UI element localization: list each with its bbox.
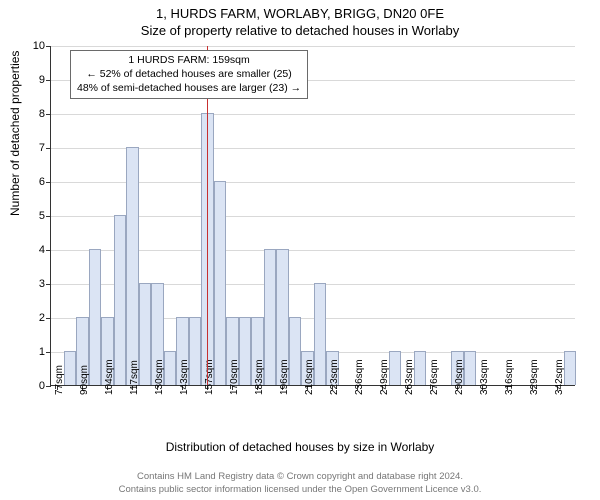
x-axis-label: Distribution of detached houses by size … xyxy=(0,440,600,454)
histogram-bar xyxy=(264,249,277,385)
y-tick-mark xyxy=(46,114,51,115)
x-tick-label: 223sqm xyxy=(329,359,340,395)
histogram-bar xyxy=(139,283,152,385)
annotation-line-2: ← 52% of detached houses are smaller (25… xyxy=(77,67,301,81)
histogram-bar xyxy=(289,317,302,385)
histogram-bar xyxy=(164,351,177,385)
y-tick-mark xyxy=(46,318,51,319)
chart-container: 1, HURDS FARM, WORLABY, BRIGG, DN20 0FE … xyxy=(0,0,600,500)
footer-line-2: Contains public sector information licen… xyxy=(0,484,600,496)
y-tick-mark xyxy=(46,46,51,47)
annotation-box: 1 HURDS FARM: 159sqm ← 52% of detached h… xyxy=(70,50,308,99)
x-tick-label: 157sqm xyxy=(204,359,215,395)
histogram-bar xyxy=(189,317,202,385)
y-tick-mark xyxy=(46,80,51,81)
x-tick-label: 104sqm xyxy=(104,359,115,395)
x-tick-label: 117sqm xyxy=(129,360,140,395)
x-tick-label: 183sqm xyxy=(254,359,265,395)
x-tick-label: 263sqm xyxy=(404,359,415,395)
x-tick-label: 210sqm xyxy=(304,359,315,395)
y-tick-mark xyxy=(46,352,51,353)
histogram-bar xyxy=(414,351,427,385)
histogram-bar xyxy=(214,181,227,385)
title-subtitle: Size of property relative to detached ho… xyxy=(0,21,600,38)
x-tick-label: 77sqm xyxy=(54,365,65,395)
histogram-bar xyxy=(239,317,252,385)
x-tick-label: 249sqm xyxy=(379,359,390,395)
grid-line xyxy=(51,114,575,115)
x-tick-label: 196sqm xyxy=(279,359,290,395)
x-tick-label: 170sqm xyxy=(229,359,240,395)
footer-line-1: Contains HM Land Registry data © Crown c… xyxy=(0,471,600,483)
x-tick-label: 130sqm xyxy=(154,359,165,395)
histogram-bar xyxy=(126,147,139,385)
title-address: 1, HURDS FARM, WORLABY, BRIGG, DN20 0FE xyxy=(0,0,600,21)
x-tick-label: 316sqm xyxy=(504,359,515,395)
y-tick-mark xyxy=(46,148,51,149)
histogram-bar xyxy=(564,351,577,385)
annotation-line-3: 48% of semi-detached houses are larger (… xyxy=(77,81,301,95)
chart-area: 01234567891077sqm90sqm104sqm117sqm130sqm… xyxy=(50,46,575,386)
y-tick-mark xyxy=(46,284,51,285)
x-tick-label: 342sqm xyxy=(554,359,565,395)
grid-line xyxy=(51,46,575,47)
x-tick-label: 329sqm xyxy=(529,359,540,395)
y-tick-mark xyxy=(46,386,51,387)
y-axis-label: Number of detached properties xyxy=(8,51,22,216)
y-tick-mark xyxy=(46,250,51,251)
x-tick-label: 90sqm xyxy=(79,365,90,395)
annotation-line-1: 1 HURDS FARM: 159sqm xyxy=(77,53,301,67)
y-tick-mark xyxy=(46,182,51,183)
x-tick-label: 276sqm xyxy=(429,359,440,395)
histogram-bar xyxy=(464,351,477,385)
histogram-bar xyxy=(314,283,327,385)
footer-attribution: Contains HM Land Registry data © Crown c… xyxy=(0,471,600,496)
x-tick-label: 303sqm xyxy=(479,359,490,395)
x-tick-label: 143sqm xyxy=(179,359,190,395)
y-tick-mark xyxy=(46,216,51,217)
x-tick-label: 290sqm xyxy=(454,359,465,395)
x-tick-label: 236sqm xyxy=(354,359,365,395)
histogram-bar xyxy=(89,249,102,385)
histogram-bar xyxy=(114,215,127,385)
histogram-bar xyxy=(389,351,402,385)
histogram-bar xyxy=(64,351,77,385)
